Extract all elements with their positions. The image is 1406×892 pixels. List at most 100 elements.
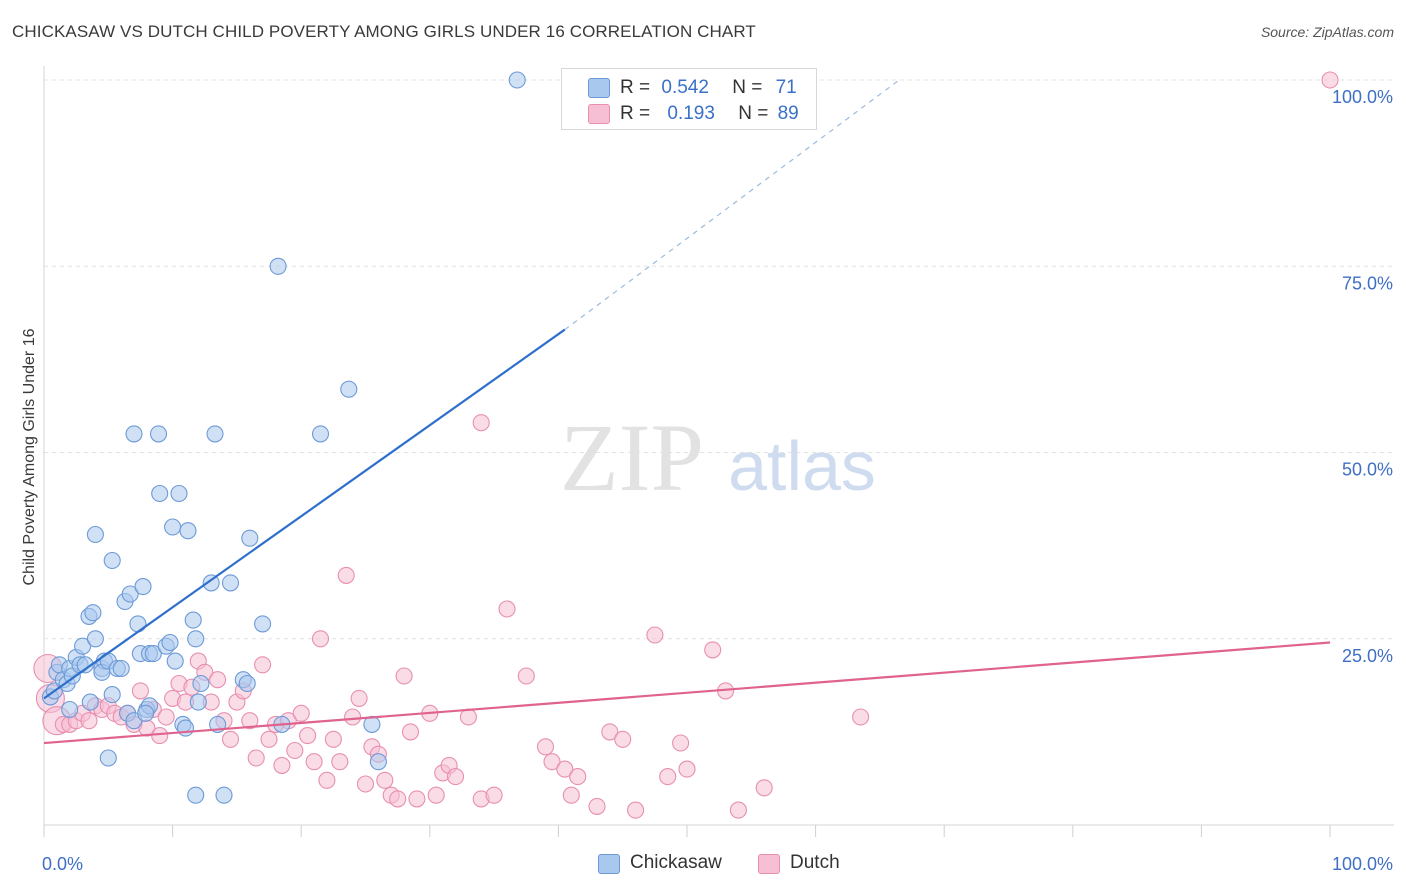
r-value: 0.542 xyxy=(661,77,709,98)
chickasaw-point xyxy=(340,380,358,398)
chickasaw-point xyxy=(221,574,240,592)
dutch-point xyxy=(755,779,773,797)
dutch-point xyxy=(157,708,175,726)
dutch-point xyxy=(151,727,169,745)
n-value: 89 xyxy=(777,103,799,124)
chickasaw-point xyxy=(137,704,155,722)
chickasaw-point xyxy=(254,615,272,633)
dutch-point xyxy=(254,656,272,674)
watermark-atlas: atlas xyxy=(728,427,876,505)
dutch-point xyxy=(324,730,342,748)
chickasaw-point xyxy=(238,674,256,693)
n-label: N = xyxy=(738,103,769,124)
chickasaw-point xyxy=(187,630,205,648)
legend-text-chickasaw: R = 0.542 N = 71 xyxy=(620,77,797,99)
n-label: N = xyxy=(732,77,763,98)
y-tick-label: 75.0% xyxy=(1342,273,1393,293)
dutch-swatch xyxy=(588,104,610,124)
chickasaw-point xyxy=(134,578,152,596)
chickasaw-point xyxy=(86,525,104,544)
dutch-point xyxy=(286,741,304,760)
dutch-point xyxy=(536,738,555,756)
dutch-point xyxy=(273,756,291,774)
chickasaw-point xyxy=(176,719,195,737)
r-label: R = xyxy=(620,103,651,124)
chickasaw-point xyxy=(151,484,169,503)
dutch-point xyxy=(408,790,426,808)
chickasaw-trendline xyxy=(43,328,566,700)
dutch-point xyxy=(241,712,259,730)
chickasaw-point xyxy=(84,604,102,622)
dutch-point xyxy=(446,768,465,786)
y-tick-label: 50.0% xyxy=(1342,460,1393,480)
chickasaw-point xyxy=(192,674,210,693)
chickasaw-swatch xyxy=(598,854,620,874)
chickasaw-point xyxy=(206,425,224,443)
dutch-point xyxy=(337,566,355,584)
y-tick-label: 100.0% xyxy=(1332,87,1393,107)
chickasaw-point xyxy=(184,611,202,629)
x-tick-label-min: 0.0% xyxy=(42,854,83,874)
dutch-point xyxy=(601,723,619,741)
dutch-point xyxy=(80,712,98,730)
chickasaw-point xyxy=(99,749,117,767)
dutch-point xyxy=(659,768,677,786)
r-label: R = xyxy=(620,77,651,98)
watermark: ZIP atlas xyxy=(560,404,876,511)
dutch-point xyxy=(395,667,413,685)
x-tick-label-max: 100.0% xyxy=(1332,854,1393,874)
tick-labels: 100.0% 75.0% 50.0% 25.0% 0.0% 100.0% xyxy=(42,87,1393,874)
dutch-trendline xyxy=(43,641,1331,745)
dutch-point xyxy=(350,689,368,707)
chickasaw-point xyxy=(129,615,147,633)
legend-text-dutch: R = 0.193 N = 89 xyxy=(620,103,799,125)
chickasaw-point xyxy=(508,71,526,89)
dutch-point xyxy=(729,801,747,819)
chickasaw-point xyxy=(103,686,121,704)
chickasaw-point xyxy=(369,753,387,771)
dutch-point xyxy=(318,771,336,789)
chickasaw-point xyxy=(202,574,220,592)
n-value: 71 xyxy=(775,77,797,98)
chickasaw-points xyxy=(41,71,526,804)
chickasaw-swatch xyxy=(588,78,610,98)
dutch-point xyxy=(543,753,561,771)
chickasaw-point xyxy=(241,529,259,547)
chickasaw-point xyxy=(112,659,130,678)
chickasaw-point xyxy=(166,652,184,670)
source-credit: Source: ZipAtlas.com xyxy=(1260,24,1394,40)
dutch-point xyxy=(344,708,362,726)
dutch-point xyxy=(209,671,227,689)
dutch-point xyxy=(614,730,632,748)
chickasaw-point xyxy=(74,637,92,655)
chickasaw-point xyxy=(61,700,79,719)
legend-label-chickasaw: Chickasaw xyxy=(630,852,722,873)
chickasaw-point xyxy=(161,633,179,652)
dutch-point xyxy=(1321,71,1339,89)
dutch-point xyxy=(311,630,330,648)
r-value: 0.193 xyxy=(667,103,715,124)
dutch-point xyxy=(292,704,310,722)
dutch-point xyxy=(401,723,420,741)
chickasaw-point xyxy=(103,551,121,570)
dutch-point xyxy=(472,414,490,432)
dutch-point xyxy=(704,641,722,659)
dutch-point xyxy=(627,801,645,819)
dutch-point xyxy=(672,734,690,752)
chickasaw-point xyxy=(125,425,143,443)
dutch-point xyxy=(678,760,696,778)
dutch-point xyxy=(260,730,278,748)
dutch-point xyxy=(299,727,317,745)
dutch-point xyxy=(569,768,587,786)
watermark-zip: ZIP xyxy=(560,404,704,511)
chickasaw-point xyxy=(144,645,162,663)
dutch-point xyxy=(556,760,574,778)
chickasaw-point xyxy=(86,630,104,648)
chickasaw-point xyxy=(189,693,207,711)
chickasaw-point xyxy=(311,425,330,443)
stats-legend: R = 0.542 N = 71 R = 0.193 N = 89 xyxy=(561,68,817,130)
chickasaw-point xyxy=(215,786,233,804)
dutch-point xyxy=(498,600,516,618)
chickasaw-point xyxy=(121,585,139,603)
